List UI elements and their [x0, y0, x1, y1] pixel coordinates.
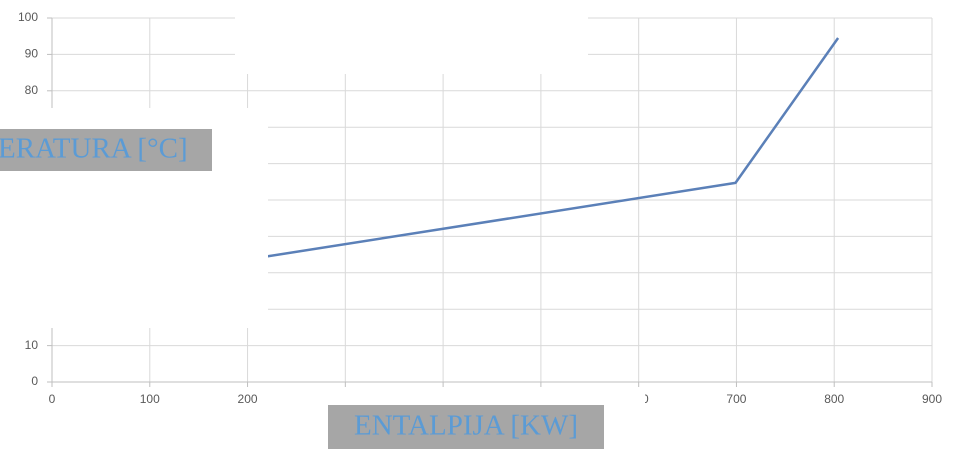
y-tick-label: 0 [31, 374, 38, 388]
x-tick-label: 200 [238, 392, 258, 406]
overlays: ERATURA [°C] ENTALPIJA [KW] [0, 0, 604, 449]
y-tick-label: 90 [25, 47, 39, 61]
data-line [266, 37, 840, 258]
x-axis-title: ENTALPIJA [KW] [354, 410, 578, 442]
axis-title-bg [0, 129, 212, 171]
overlay [235, 0, 588, 74]
x-tick-label: 900 [922, 392, 942, 406]
y-tick-label: 10 [25, 338, 39, 352]
y-axis-title: ERATURA [°C] [0, 133, 188, 165]
x-tick-label: 700 [726, 392, 746, 406]
x-tick-label: 0 [49, 392, 56, 406]
y-tick-label: 80 [25, 83, 39, 97]
x-tick-label: 100 [140, 392, 160, 406]
y-tick-label: 100 [18, 10, 38, 24]
x-tick-label: 800 [824, 392, 844, 406]
axis-title-bg [328, 405, 604, 449]
